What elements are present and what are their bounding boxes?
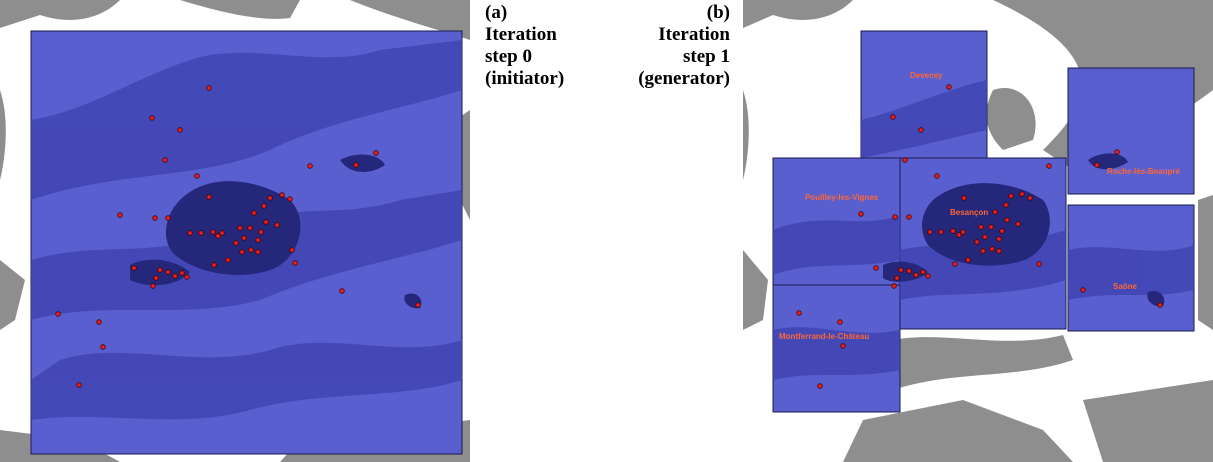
municipality-points-b — [796, 84, 1163, 389]
square-roche — [1067, 67, 1195, 195]
label-pouilley: Pouilley-les-Vignes — [805, 193, 879, 202]
map-b-canvas: Devecey Pouilley-les-Vignes Besançon Roc… — [743, 0, 1213, 462]
caption-a-line2: step 0 — [485, 46, 532, 67]
label-roche: Roche-lès-Beaupré — [1107, 167, 1180, 176]
caption-step-0: (a) Iteration step 0 (initiator) — [485, 2, 595, 90]
label-devecey: Devecey — [910, 71, 943, 80]
caption-b-line2: step 1 — [683, 46, 730, 67]
caption-b-letter: (b) — [706, 2, 730, 23]
urban-cluster-b — [883, 153, 1165, 307]
caption-b-line1: Iteration — [658, 24, 730, 45]
label-saone: Saône — [1113, 282, 1138, 291]
map-panel-step-1: Devecey Pouilley-les-Vignes Besançon Roc… — [743, 0, 1213, 462]
map-a-canvas — [0, 0, 470, 462]
label-montferrand: Montferrand-le-Château — [779, 332, 869, 341]
caption-step-1: (b) Iteration step 1 (generator) — [620, 2, 730, 90]
caption-a-line1: Iteration — [485, 24, 557, 45]
caption-a-line3: (initiator) — [485, 68, 565, 89]
caption-a-letter: (a) — [485, 2, 508, 23]
label-besancon: Besançon — [950, 208, 988, 217]
municipality-points-a — [55, 85, 421, 388]
map-panel-step-0 — [0, 0, 470, 462]
caption-b-line3: (generator) — [638, 68, 730, 89]
